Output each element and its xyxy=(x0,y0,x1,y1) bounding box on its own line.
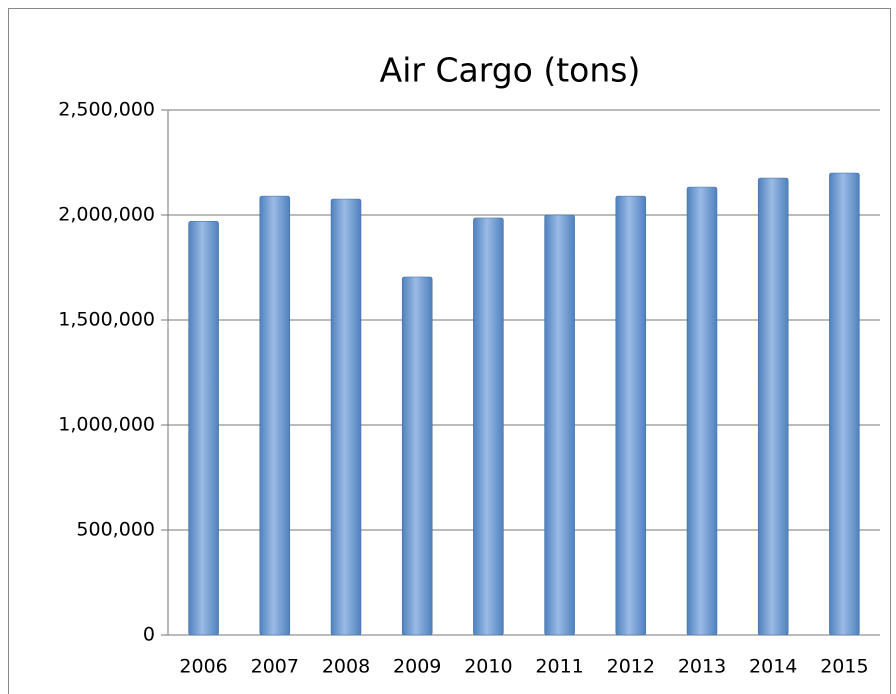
y-tick-label: 2,000,000 xyxy=(58,204,155,226)
bar xyxy=(686,186,718,636)
chart-title: Air Cargo (tons) xyxy=(380,51,641,90)
bar xyxy=(544,214,575,636)
bar xyxy=(829,172,860,636)
x-tick-label: 2010 xyxy=(464,656,512,678)
x-tick-label: 2014 xyxy=(749,656,797,678)
y-tick-label: 500,000 xyxy=(76,519,155,541)
y-tick-label: 1,500,000 xyxy=(58,309,155,331)
x-tick-label: 2009 xyxy=(393,656,441,678)
x-tick-label: 2015 xyxy=(820,656,868,678)
bar xyxy=(615,195,647,636)
y-tick-label: 0 xyxy=(143,624,155,646)
bar xyxy=(188,221,219,636)
bar xyxy=(330,198,362,636)
x-tick-label: 2012 xyxy=(607,656,655,678)
x-tick-label: 2011 xyxy=(535,656,583,678)
bar xyxy=(401,276,433,636)
x-tick-label: 2008 xyxy=(322,656,370,678)
chart-frame xyxy=(8,8,891,694)
x-tick-label: 2006 xyxy=(179,656,227,678)
bar xyxy=(473,217,504,636)
x-tick-label: 2007 xyxy=(251,656,299,678)
x-tick-label: 2013 xyxy=(678,656,726,678)
bar xyxy=(757,177,789,636)
y-tick-label: 2,500,000 xyxy=(58,99,155,121)
bar xyxy=(259,195,291,636)
y-tick-label: 1,000,000 xyxy=(58,414,155,436)
